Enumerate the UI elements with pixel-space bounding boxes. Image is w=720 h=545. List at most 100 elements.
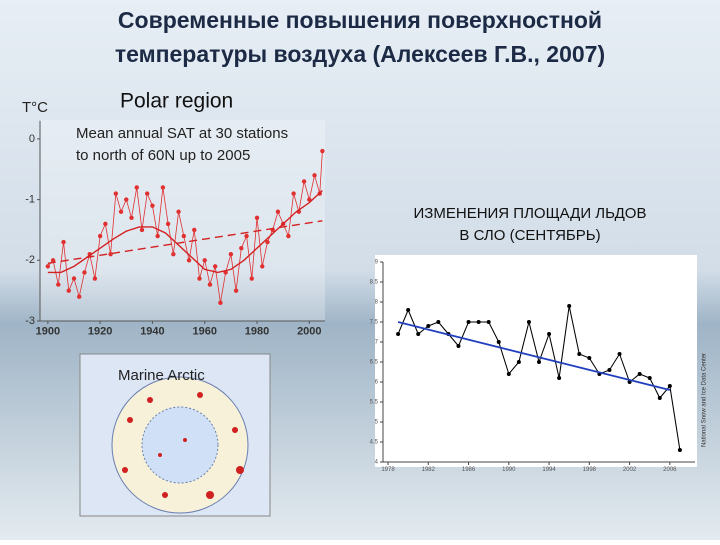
data-point [506,372,511,376]
data-point [155,233,160,239]
data-point [244,233,249,239]
data-point [260,264,265,269]
data-point [396,332,401,336]
data-point [61,239,66,245]
data-point [426,324,431,328]
data-point [129,215,134,221]
data-point [547,332,552,336]
series-line [47,151,323,303]
x-tick-label: 2000 [297,326,321,338]
y-tick-label: 4 [375,460,379,466]
data-point [71,276,77,281]
series-line [47,189,323,274]
data-point [160,185,166,190]
data-point [171,252,176,257]
data-point [192,227,197,233]
data-point [416,332,421,336]
data-point [233,288,239,293]
map-ocean [141,406,219,484]
data-point [647,376,652,380]
y-tick-label: -2 [25,254,35,266]
data-point [557,376,562,380]
data-point [577,352,582,356]
data-point [496,340,501,344]
data-point [291,191,296,196]
x-tick-label: 1940 [140,326,164,338]
data-point [77,294,82,299]
data-point [607,368,612,372]
y-tick-label: 4.5 [370,440,379,446]
y-tick-label: 7.5 [370,320,379,326]
slide-title: Современные повышения поверхностной [118,7,602,33]
data-point [254,215,260,221]
x-tick-label: 1990 [502,467,516,473]
y-tick-label: 9 [375,260,379,266]
data-point [181,233,187,239]
chart-title: Polar region [120,90,233,113]
data-point [56,282,61,287]
data-point [466,320,471,324]
series-line [47,220,323,265]
x-tick-label: 1900 [36,326,60,338]
data-point [657,396,662,400]
source: National Snow and Ice Data Center [702,353,708,447]
series-line [397,321,671,391]
data-point [486,320,491,324]
y-tick-label: 0 [29,133,35,145]
data-point [50,258,56,263]
data-point [677,448,682,452]
x-tick-label: 1986 [462,467,476,473]
x-tick-label: 1920 [88,326,112,338]
x-tick-label: 1982 [422,467,436,473]
map: Marine Arctic [79,353,271,517]
data-point [139,227,145,233]
data-point [66,288,71,293]
data-point [587,356,592,360]
data-point [218,300,223,305]
y-tick-label: 8 [375,300,379,306]
data-point [165,221,171,227]
data-point [45,264,51,269]
chart-subtitle: to north of 60N up to 2005 [76,147,250,164]
data-point [197,276,202,281]
data-point [312,173,317,178]
plot-background [375,255,697,467]
map-label: Marine Arctic [118,367,205,384]
x-tick-label: 1994 [542,467,556,473]
data-point [134,185,139,190]
x-tick-label: 2006 [663,467,677,473]
x-tick-label: 1960 [192,326,216,338]
data-point [124,197,129,202]
data-point [617,352,622,356]
y-tick-label: 6.5 [370,360,379,366]
data-point [301,179,307,184]
y-tick-label: -1 [25,194,35,206]
data-point [239,245,244,251]
data-point [406,308,411,312]
data-point [186,258,192,263]
y-tick-label: -3 [25,315,35,327]
y-tick-label: 7 [375,340,379,346]
data-point [537,360,541,364]
data-point [516,360,521,364]
data-point [567,304,572,308]
chart-subtitle: Mean annual SAT at 30 stations [76,125,288,142]
y-axis-label: T°C [22,99,48,116]
chart-title: ИЗМЕНЕНИЯ ПЛОЩАДИ ЛЬДОВ В СЛО (СЕНТЯБРЬ) [414,205,647,244]
y-tick-label: 5 [375,420,379,426]
y-tick-label: 8.5 [370,280,379,286]
stations [122,392,244,499]
data-point [265,239,270,245]
data-point [286,233,291,239]
slide-title: температуры воздуха (Алексеев Г.В., 2007… [115,41,605,67]
x-tick-label: 1998 [583,467,597,473]
data-point [228,252,234,257]
data-point [249,276,254,281]
data-point [436,320,441,324]
plot-area [40,120,325,321]
x-tick-label: 2002 [623,467,637,473]
x-tick-label: 1978 [381,467,395,473]
data-point [667,384,672,388]
data-point [202,258,207,263]
